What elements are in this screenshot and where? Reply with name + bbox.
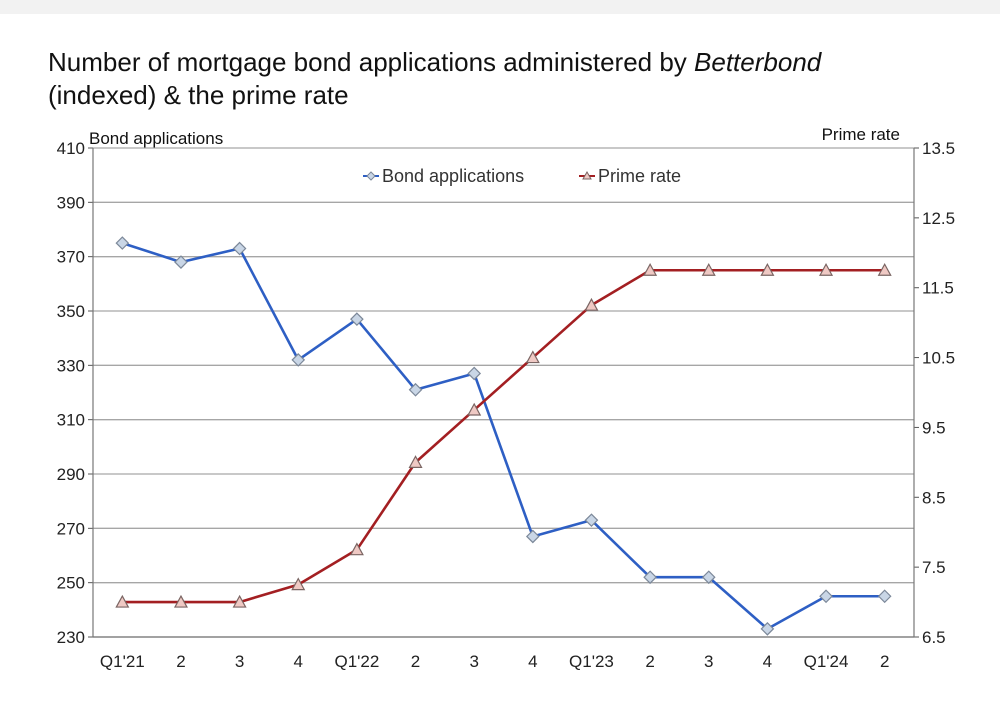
- triangle-marker: [291, 577, 306, 591]
- x-tick-label: Q1'22: [334, 652, 379, 671]
- y-left-tick-label: 250: [57, 574, 85, 593]
- x-tick-label: 2: [411, 652, 420, 671]
- diamond-marker: [819, 589, 833, 604]
- diamond-marker: [760, 622, 775, 636]
- x-tick-label: 3: [469, 652, 478, 671]
- y-left-tick-label: 230: [57, 628, 85, 647]
- triangle-marker: [643, 262, 658, 276]
- y-left-tick-label: 290: [57, 465, 85, 484]
- diamond-marker: [877, 589, 892, 604]
- y-right-tick-label: 7.5: [922, 558, 946, 577]
- y-right-tick-label: 12.5: [922, 209, 955, 228]
- x-tick-label: Q1'23: [569, 652, 614, 671]
- legend-marker-bond: [366, 171, 376, 181]
- grid-lines: [93, 147, 914, 638]
- triangle-marker: [525, 350, 540, 364]
- chart-title-suffix: (indexed) & the prime rate: [48, 80, 349, 110]
- legend-label-prime: Prime rate: [598, 166, 681, 186]
- triangle-marker: [701, 262, 716, 276]
- triangle-marker: [819, 262, 834, 276]
- x-tick-label: 4: [294, 652, 303, 671]
- triangle-marker: [877, 262, 892, 276]
- triangle-marker: [584, 297, 599, 311]
- triangle-marker: [760, 262, 775, 276]
- y-left-tick-label: 370: [57, 248, 85, 267]
- y-left-axis-title: Bond applications: [89, 129, 223, 148]
- diamond-marker: [643, 570, 657, 585]
- y-right-tick-label: 10.5: [922, 349, 955, 368]
- triangle-marker: [232, 594, 247, 608]
- x-tick-label: 4: [763, 652, 772, 671]
- triangle-marker: [349, 542, 364, 556]
- y-left-tick-label: 270: [57, 519, 85, 538]
- top-bar: [0, 0, 1000, 14]
- y-right-tick-label: 8.5: [922, 488, 946, 507]
- chart-title-brand: Betterbond: [694, 47, 822, 77]
- x-tick-label: Q1'24: [804, 652, 849, 671]
- x-tick-label: 3: [235, 652, 244, 671]
- x-tick-label: 2: [645, 652, 654, 671]
- y-left-tick-label: 310: [57, 411, 85, 430]
- y-left-tick-label: 410: [57, 139, 85, 158]
- y-left-tick-label: 390: [57, 193, 85, 212]
- diamond-marker: [408, 382, 423, 397]
- legend: Bond applications Prime rate: [363, 166, 681, 186]
- legend-label-bond: Bond applications: [382, 166, 524, 186]
- triangle-marker: [408, 455, 423, 468]
- y-left-tick-label: 350: [57, 302, 85, 321]
- tick-labels: 230 250 270 290 310 330 350 370 390 410 6.5 7.5 8.5 9…: [57, 139, 955, 671]
- x-tick-label: 2: [880, 652, 889, 671]
- x-tick-label: Q1'21: [100, 652, 145, 671]
- diamond-marker: [291, 353, 306, 367]
- chart-title-prefix: Number of mortgage bond applications adm…: [48, 47, 695, 77]
- triangle-marker: [467, 402, 482, 416]
- chart-title: Number of mortgage bond applications adm…: [48, 46, 821, 112]
- legend-marker-prime: [582, 170, 592, 180]
- x-tick-label: 2: [176, 652, 185, 671]
- y-right-tick-label: 9.5: [922, 418, 946, 437]
- diamond-marker: [467, 366, 482, 381]
- y-right-tick-label: 11.5: [922, 279, 954, 298]
- x-tick-label: 4: [528, 652, 537, 671]
- diamond-marker: [701, 570, 716, 585]
- diamond-marker: [350, 312, 364, 326]
- triangle-marker: [173, 594, 188, 608]
- series-markers: [115, 236, 892, 636]
- x-tick-label: 3: [704, 652, 713, 671]
- series-lines: [121, 241, 885, 631]
- diamond-marker: [525, 529, 540, 544]
- diamond-marker: [174, 255, 188, 269]
- y-right-axis-title: Prime rate: [822, 125, 900, 144]
- bond-applications-line: [121, 241, 885, 631]
- y-right-tick-label: 13.5: [922, 139, 955, 158]
- y-left-tick-label: 330: [57, 356, 85, 375]
- axes: [88, 147, 919, 638]
- diamond-marker: [584, 513, 599, 528]
- triangle-marker: [115, 594, 130, 608]
- prime-rate-line: [122, 268, 885, 604]
- diamond-marker: [115, 236, 130, 250]
- y-right-tick-label: 6.5: [922, 628, 946, 647]
- diamond-marker: [232, 241, 247, 256]
